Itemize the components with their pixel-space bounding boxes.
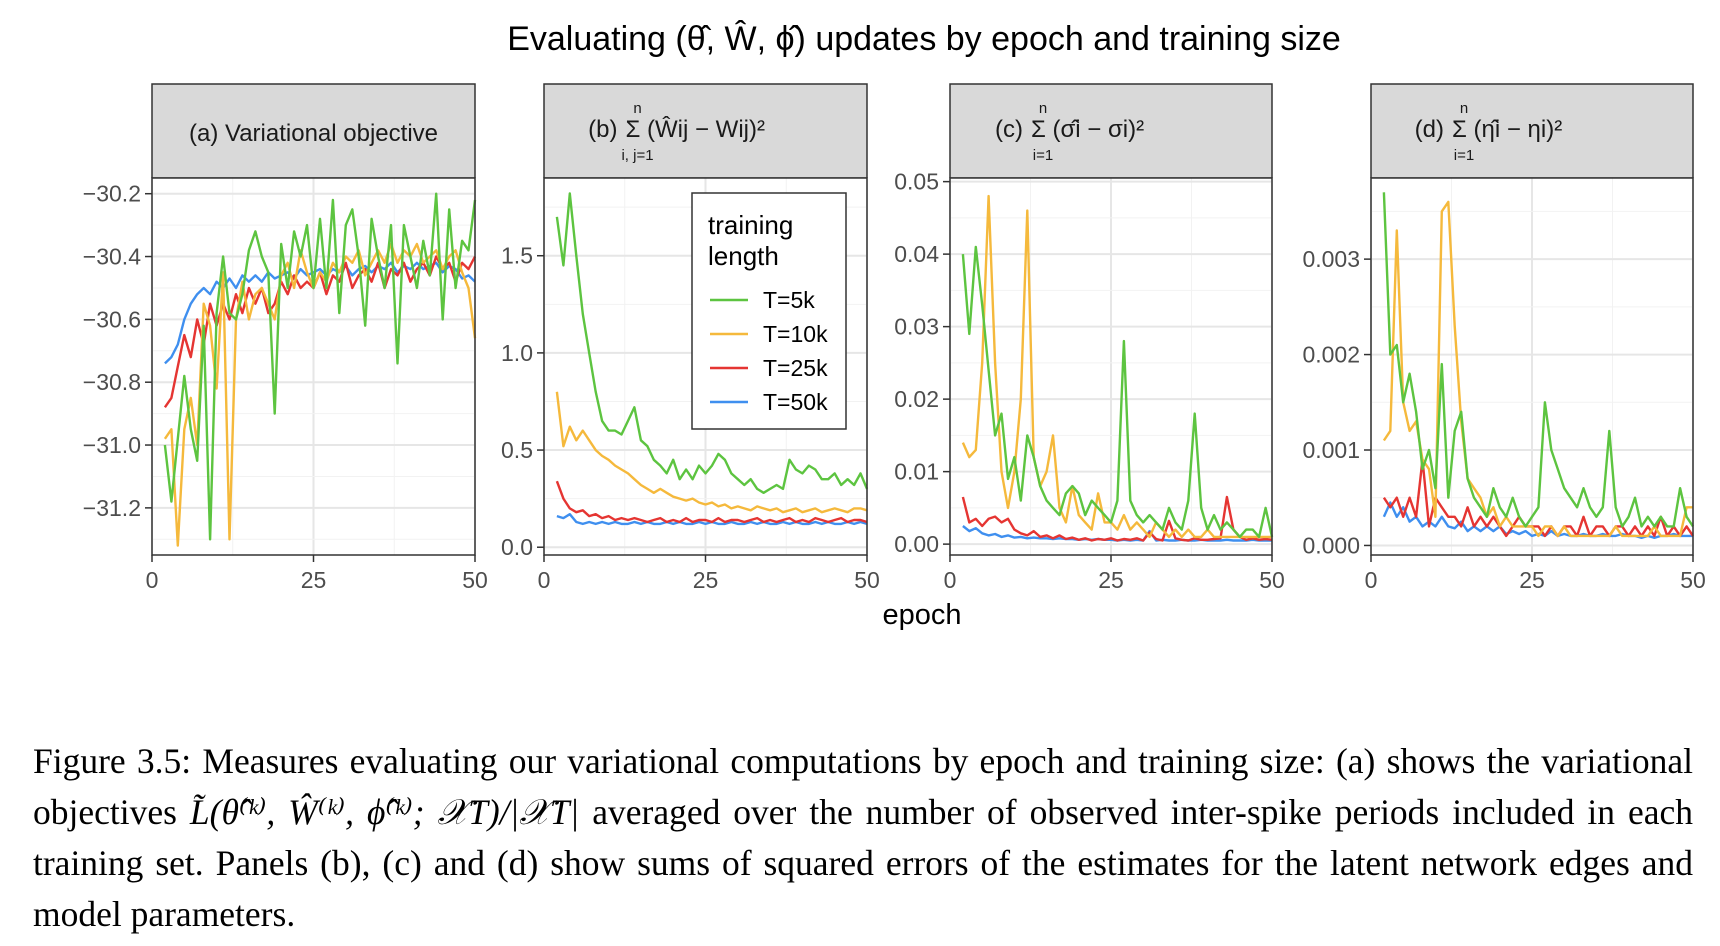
- y-tick-label: 0.003: [1302, 246, 1360, 272]
- series-line-t-10k: [1382, 200, 1693, 538]
- panel-title-math: Σ (σ̂i − σi)²: [1031, 116, 1144, 143]
- panel-4: (d) nΣ (η̂i − ηi)² i=1 0 25 50 0.000 0.001 0.002…: [1302, 83, 1706, 593]
- shared-xlabel: epoch: [882, 599, 961, 631]
- panel-title-prefix: (d): [1415, 116, 1444, 143]
- panels: (a) Variational objective 0 25 50 −30.2 −30.4…: [83, 83, 1706, 593]
- x-tick-label: 0: [146, 567, 159, 593]
- y-tick-label: 1.0: [501, 340, 533, 366]
- y-tick-label: 0.04: [894, 241, 939, 267]
- y-tick-label: −31.2: [83, 495, 141, 521]
- y-tick-label: 0.002: [1302, 342, 1360, 368]
- y-tick-label: −30.6: [83, 306, 141, 332]
- panel-strip: [151, 83, 476, 179]
- x-tick-label: 0: [944, 567, 957, 593]
- x-tick-label: 50: [1680, 567, 1706, 593]
- panel-strip: [949, 83, 1273, 179]
- series-line-t-50k: [164, 261, 476, 365]
- y-tick-label: 0.000: [1302, 532, 1360, 558]
- y-tick-label: −30.2: [83, 181, 141, 207]
- series-line-t-5k: [1382, 192, 1694, 528]
- x-tick-label: 25: [1098, 567, 1124, 593]
- panel-title-sum-bottom: i, j=1: [621, 147, 653, 164]
- series-line-t-5k: [961, 245, 1274, 539]
- legend: training length T=5k T=10k T=25k T=50k: [691, 192, 847, 430]
- legend-title-line2: length: [708, 241, 779, 271]
- x-tick-label: 50: [462, 567, 488, 593]
- series-line-t-5k: [163, 192, 477, 541]
- series-line-t-25k: [555, 480, 868, 524]
- x-tick-label: 25: [1519, 567, 1545, 593]
- panel-title-sum-top: n: [1460, 100, 1468, 117]
- y-tick-label: 0.02: [894, 386, 939, 412]
- series-line-t-10k: [961, 194, 1272, 539]
- panel-title-math: Σ (Ŵij − Wij)²: [626, 116, 765, 143]
- panel-title-math: Σ (η̂i − ηi)²: [1452, 116, 1562, 143]
- legend-label: T=5k: [763, 287, 815, 313]
- panel-title-sum-bottom: i=1: [1454, 147, 1474, 164]
- y-tick-label: −31.0: [83, 432, 141, 458]
- caption-text-2: averaged over the number of observed int…: [33, 792, 1693, 934]
- series-line-t-10k: [163, 242, 477, 547]
- x-tick-label: 50: [1259, 567, 1285, 593]
- y-tick-label: −30.8: [83, 369, 141, 395]
- series-line-t-10k: [555, 391, 868, 514]
- x-tick-label: 25: [693, 567, 719, 593]
- series-line-t-25k: [961, 495, 1273, 542]
- legend-label: T=10k: [763, 321, 828, 347]
- y-tick-label: 0.01: [894, 459, 939, 485]
- x-tick-label: 0: [538, 567, 551, 593]
- y-tick-label: −30.4: [83, 244, 141, 270]
- legend-label: T=50k: [763, 389, 828, 415]
- y-tick-label: 0.0: [501, 534, 533, 560]
- y-tick-label: 0.05: [894, 169, 939, 195]
- figure-caption: Figure 3.5: Measures evaluating our vari…: [33, 736, 1693, 940]
- legend-title-line1: training: [708, 210, 793, 240]
- x-tick-label: 25: [301, 567, 327, 593]
- series-line-t-5k: [555, 192, 869, 494]
- panel-strip: [1370, 83, 1694, 179]
- y-tick-label: 0.5: [501, 437, 533, 463]
- panel-title-sum-top: n: [633, 100, 641, 117]
- panel-title: (a) Variational objective: [189, 120, 438, 147]
- y-tick-label: 0.001: [1302, 437, 1360, 463]
- x-tick-label: 50: [854, 567, 880, 593]
- figure-title: Evaluating (θ̂, Ŵ, ϕ̂) updates by epoch …: [507, 20, 1341, 58]
- panel-title-prefix: (b): [588, 116, 617, 143]
- legend-label: T=25k: [763, 355, 828, 381]
- y-tick-label: 0.00: [894, 531, 939, 557]
- y-tick-label: 1.5: [501, 243, 533, 269]
- panel-3: (c) nΣ (σ̂i − σi)² i=1 0 25 50 0.00 0.01 0.02 0.0…: [894, 83, 1285, 593]
- panel-title-sum-top: n: [1039, 100, 1047, 117]
- y-tick-label: 0.03: [894, 314, 939, 340]
- legend-box: [691, 192, 847, 430]
- panel-1: (a) Variational objective 0 25 50 −30.2 −30.4…: [83, 83, 488, 593]
- caption-math: L̃(θ̂⁽ᵏ⁾, Ŵ⁽ᵏ⁾, ϕ̂⁽ᵏ⁾; 𝒳T)/|𝒳T|: [189, 792, 580, 832]
- legend-entries: T=5k T=10k T=25k T=50k: [710, 287, 828, 415]
- caption-text-1: Figure 3.5: Measures evaluating our vari…: [33, 741, 1693, 832]
- panel-title-sum-bottom: i=1: [1033, 147, 1053, 164]
- x-tick-label: 0: [1365, 567, 1378, 593]
- panel-title-prefix: (c): [995, 116, 1023, 143]
